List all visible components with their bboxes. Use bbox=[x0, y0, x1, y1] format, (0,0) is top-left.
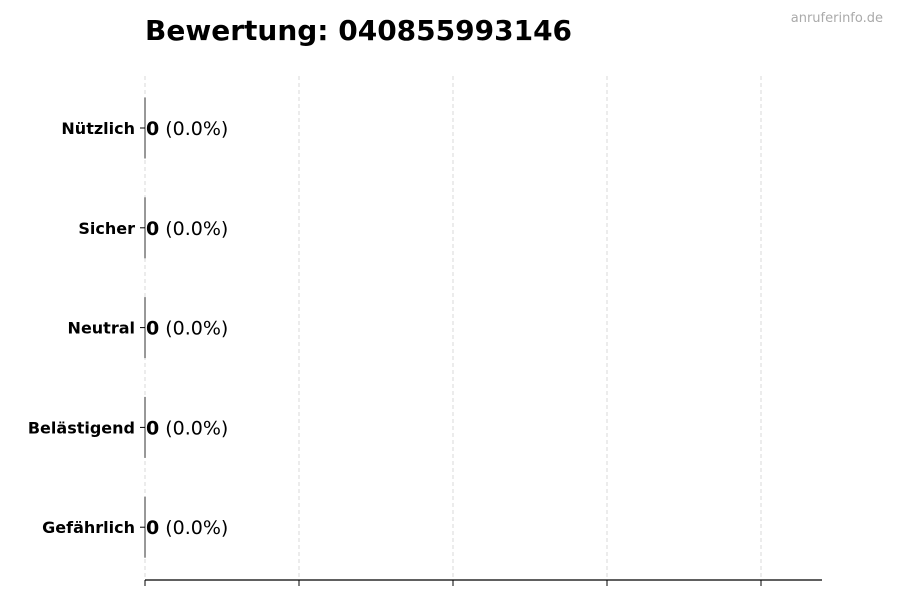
data-label-percent: (0.0%) bbox=[165, 417, 228, 439]
data-label-count: 0 bbox=[146, 218, 159, 240]
data-label-count: 0 bbox=[146, 118, 159, 140]
gridlines bbox=[144, 76, 762, 580]
data-label-count: 0 bbox=[146, 417, 159, 439]
category-label: Gefährlich bbox=[42, 518, 135, 537]
data-label: 0 (0.0%) bbox=[146, 118, 228, 140]
data-label: 0 (0.0%) bbox=[146, 218, 228, 240]
watermark: anruferinfo.de bbox=[791, 11, 883, 26]
data-label-count: 0 bbox=[146, 318, 159, 340]
data-label-count: 0 bbox=[146, 517, 159, 539]
category-label: Nützlich bbox=[61, 119, 135, 138]
category-label: Belästigend bbox=[28, 418, 135, 437]
data-label-percent: (0.0%) bbox=[165, 218, 228, 240]
data-label-percent: (0.0%) bbox=[165, 318, 228, 340]
data-label: 0 (0.0%) bbox=[146, 517, 228, 539]
category-labels: Nützlich 0 (0.0%) Sicher 0 (0.0%) Neutral 0 (0.0… bbox=[28, 118, 228, 539]
x-axis bbox=[144, 579, 822, 586]
chart-title: Bewertung: 040855993146 bbox=[145, 14, 572, 47]
category-label: Neutral bbox=[68, 319, 135, 338]
data-label: 0 (0.0%) bbox=[146, 417, 228, 439]
data-label-percent: (0.0%) bbox=[165, 517, 228, 539]
data-label-percent: (0.0%) bbox=[165, 118, 228, 140]
category-label: Sicher bbox=[78, 219, 135, 238]
data-label: 0 (0.0%) bbox=[146, 318, 228, 340]
